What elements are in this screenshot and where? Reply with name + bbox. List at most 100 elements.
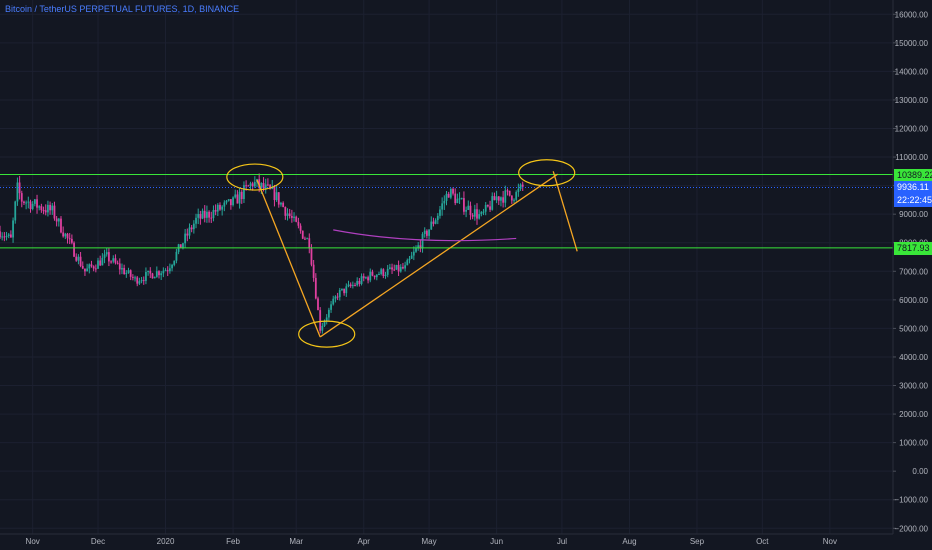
candle-body (295, 216, 298, 222)
candle-body (108, 252, 110, 262)
candle-body (260, 183, 263, 188)
candle-body (513, 199, 515, 201)
candle-body (12, 220, 14, 238)
candle-body (284, 206, 287, 216)
candle-body (493, 196, 496, 201)
candle-body (84, 268, 86, 272)
x-tick-label: Feb (226, 537, 240, 546)
candle-body (282, 202, 285, 207)
candle-body (175, 251, 178, 261)
candle-body (319, 310, 322, 331)
y-axis: 16000.00 15000.00 14000.00 13000.00 12000.00… (892, 0, 929, 534)
candle-body (147, 270, 150, 272)
candle-body (469, 205, 472, 215)
candle-body (354, 285, 356, 287)
candle-body (192, 223, 195, 230)
y-tick-label: 2000.00 (899, 410, 928, 419)
candle-body (351, 285, 354, 287)
candle-body (64, 233, 67, 237)
candle-body (510, 195, 513, 201)
candle-body (81, 266, 84, 269)
candle-body (66, 233, 69, 239)
candle-body (151, 273, 154, 279)
candle-body (229, 199, 232, 206)
candle-body (371, 271, 374, 276)
candle-body (168, 268, 171, 272)
candle-body (9, 234, 12, 238)
candle-body (445, 193, 448, 201)
candle-body (245, 185, 248, 187)
candle-body (162, 270, 165, 274)
candle-body (262, 183, 265, 189)
candle-body (269, 185, 271, 189)
candle-body (121, 267, 123, 270)
candle-body (23, 201, 25, 203)
candle-body (225, 200, 228, 203)
highlight-ellipse (298, 320, 356, 348)
candle-body (7, 234, 10, 236)
candle-body (88, 264, 91, 269)
candle-body (384, 274, 387, 277)
y-tick-label: 9000.00 (899, 210, 928, 219)
candle-body (210, 217, 213, 219)
candle-body (430, 221, 433, 230)
candle-body (297, 221, 300, 226)
candle-body (214, 210, 217, 212)
candle-body (75, 256, 78, 261)
level-lines (0, 174, 893, 249)
candle-body (332, 298, 335, 305)
candle-body (277, 192, 280, 205)
candle-body (486, 205, 489, 207)
candle-body (264, 184, 267, 189)
y-tick-label: −2000.00 (894, 524, 928, 533)
candle-body (118, 263, 121, 270)
candle-body (458, 198, 461, 200)
candle-body (221, 206, 224, 210)
candle-body (299, 225, 302, 231)
candle-body (419, 245, 422, 249)
candle-body (497, 196, 500, 201)
candle-body (116, 262, 119, 264)
candle-body (465, 209, 468, 212)
x-tick-label: Mar (289, 537, 303, 546)
candle-body (57, 218, 60, 222)
candle-body (232, 197, 234, 206)
candle-body (460, 198, 463, 200)
candle-body (399, 266, 402, 272)
candle-body (456, 198, 459, 204)
candle-body (140, 280, 143, 282)
candles (0, 173, 524, 334)
candle-body (206, 211, 208, 218)
candle-body (423, 230, 426, 234)
candle-body (484, 205, 487, 212)
candle-body (362, 276, 365, 279)
candle-body (471, 214, 474, 217)
y-tick-label: 14000.00 (895, 67, 929, 76)
candle-body (343, 288, 346, 294)
candle-body (153, 276, 156, 279)
candle-body (249, 183, 252, 186)
y-tick-label: 7000.00 (899, 267, 928, 276)
candle-body (358, 280, 361, 284)
candle-body (491, 196, 494, 210)
x-tick-label: Nov (26, 537, 40, 546)
candle-body (304, 238, 306, 240)
candle-body (182, 243, 184, 249)
candle-body (338, 290, 341, 298)
candle-body (378, 273, 380, 275)
candle-body (397, 264, 400, 272)
candle-body (208, 211, 210, 218)
candle-body (164, 270, 167, 272)
candle-body (386, 268, 389, 275)
candle-body (436, 215, 439, 221)
candle-body (173, 260, 176, 265)
candle-body (495, 196, 498, 201)
candle-body (482, 211, 485, 213)
candle-body (134, 277, 136, 279)
candle-body (203, 210, 206, 218)
x-tick-label: Apr (358, 537, 371, 546)
candle-body (467, 205, 470, 210)
candle-body (79, 256, 82, 267)
